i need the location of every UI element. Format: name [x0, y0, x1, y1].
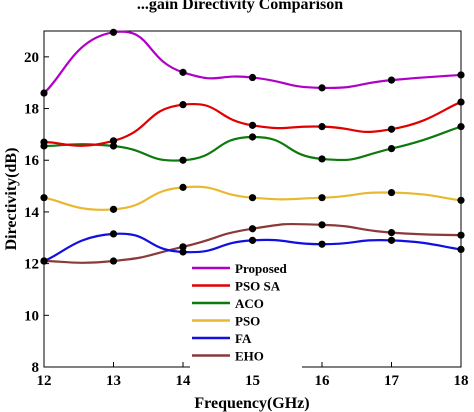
legend-label: EHO	[235, 349, 264, 364]
data-point-eho	[179, 243, 187, 251]
data-point-pso	[109, 205, 118, 213]
x-axis-label: Frequency(GHz)	[194, 395, 309, 412]
data-point-fa	[318, 240, 326, 248]
legend-box	[190, 259, 302, 368]
series-layer	[40, 28, 465, 265]
y-tick-label: 8	[32, 360, 40, 376]
data-point-pso-sa	[318, 123, 326, 131]
y-tick-label: 12	[24, 257, 39, 273]
y-tick-label: 16	[24, 153, 40, 169]
x-axis-ticks: 12 13 14 15 16 17 18	[37, 362, 469, 389]
x-tick-label: 18	[454, 373, 469, 389]
y-tick-label: 18	[24, 102, 39, 118]
legend-label: Proposed	[235, 261, 288, 276]
data-point-aco	[109, 142, 118, 150]
data-point-proposed	[387, 76, 396, 84]
data-point-proposed	[318, 84, 326, 92]
y-tick-label: 14	[24, 205, 40, 221]
data-point-proposed	[457, 71, 465, 79]
data-point-pso-sa	[248, 121, 257, 129]
x-tick-label: 13	[106, 373, 121, 389]
data-point-eho	[40, 257, 48, 265]
data-point-pso-sa	[387, 125, 396, 133]
data-point-aco	[40, 142, 48, 150]
data-point-pso-sa	[457, 98, 465, 106]
y-axis-label: Directivity(dB)	[3, 148, 20, 251]
data-point-fa	[179, 248, 187, 256]
legend: Proposed PSO SA ACO PSO FA EHO	[190, 259, 302, 368]
data-point-eho	[109, 257, 118, 265]
data-point-pso	[387, 188, 396, 197]
data-point-pso	[457, 196, 465, 204]
data-point-aco	[179, 156, 187, 164]
data-point-aco	[318, 155, 326, 163]
data-point-eho	[318, 221, 326, 229]
data-point-eho	[248, 225, 257, 233]
y-tick-label: 10	[24, 308, 39, 324]
data-point-pso	[179, 183, 187, 191]
legend-label: PSO SA	[235, 279, 281, 294]
data-point-proposed	[179, 68, 187, 76]
data-point-proposed	[248, 73, 257, 82]
legend-label: PSO	[235, 314, 260, 329]
y-tick-label: 20	[24, 50, 39, 66]
data-point-fa	[248, 236, 257, 244]
data-point-pso	[318, 194, 326, 202]
legend-label: ACO	[235, 296, 264, 311]
x-tick-label: 12	[37, 373, 52, 389]
y-axis-ticks: 8 10 12 14 16 18 20	[24, 50, 49, 376]
data-point-pso	[248, 194, 257, 202]
data-point-aco	[387, 145, 396, 153]
data-point-proposed	[40, 89, 48, 97]
data-point-aco	[457, 123, 465, 131]
x-tick-label: 16	[315, 373, 331, 389]
data-point-fa	[457, 245, 465, 253]
data-point-proposed	[109, 28, 118, 36]
data-point-fa	[387, 236, 396, 244]
x-tick-label: 14	[176, 373, 192, 389]
data-point-pso	[40, 194, 48, 202]
data-point-eho	[457, 231, 465, 239]
x-tick-label: 15	[245, 373, 260, 389]
data-point-pso-sa	[109, 137, 118, 145]
series-line-proposed	[43, 30, 462, 94]
x-tick-label: 17	[384, 373, 400, 389]
data-point-eho	[387, 229, 396, 237]
data-point-fa	[109, 230, 118, 238]
legend-label: FA	[235, 331, 252, 346]
data-point-pso-sa	[179, 101, 187, 109]
chart-title: ...gain Directivity Comparison	[137, 0, 343, 13]
data-point-aco	[248, 133, 257, 141]
